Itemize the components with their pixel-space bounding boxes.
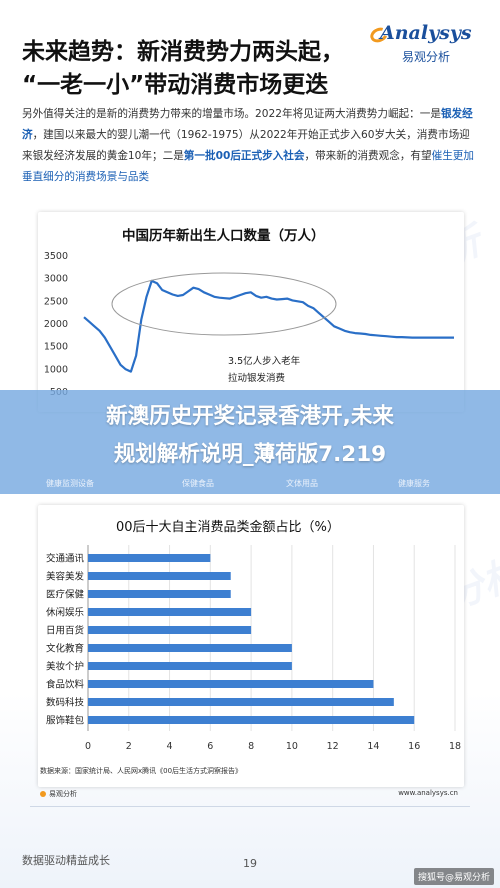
consumption-bar-chart: 00后十大自主消费品类金额占比（%） 交通通讯美容美发医疗保健休闲娱乐日用百货文…	[46, 519, 461, 752]
headline-line-1: 新澳历史开奖记录香港开,未来	[106, 404, 394, 429]
page-title: 未来趋势：新消费势力两头起， “一老一小”带动消费市场更迭	[22, 36, 402, 102]
x-tick-label: 14	[367, 741, 379, 752]
footer-brand-text: 易观分析	[49, 790, 77, 798]
x-tick-label: 2	[126, 741, 132, 752]
x-tick-label: 6	[207, 741, 213, 752]
brand-dot-icon	[40, 791, 46, 797]
bar	[88, 662, 292, 670]
category-label: 食品饮料	[46, 679, 85, 691]
title-line-1: 未来趋势：新消费势力两头起，	[22, 39, 344, 65]
highlight-niche-scenes: 催生更加垂直细分的消费场景与品类	[22, 150, 474, 183]
title-line-2: “一老一小”带动消费市场更迭	[22, 72, 329, 98]
x-tick-label: 16	[408, 741, 420, 752]
bar	[88, 644, 292, 652]
chart-title: 00后十大自主消费品类金额占比（%）	[116, 519, 340, 535]
source-credit: 搜狐号@易观分析	[413, 868, 494, 885]
category-label: 服饰鞋包	[46, 715, 85, 727]
category-label: 美妆个护	[46, 661, 84, 673]
x-tick-label: 8	[248, 741, 254, 752]
x-tick-label: 10	[286, 741, 298, 752]
y-axis-ticks: 350030002500200015001000500	[44, 251, 68, 398]
footer-brand: 易观分析	[40, 789, 77, 799]
y-tick-label: 2000	[44, 319, 68, 330]
bar	[88, 554, 211, 562]
birth-line-chart: 中国历年新出生人口数量（万人） 3500 3000 2500 2000 1500 1000…	[44, 227, 454, 398]
banner-ghost-label: 文体用品	[286, 479, 318, 488]
overlay-banner	[0, 390, 500, 494]
page-number: 19	[243, 857, 257, 870]
chart-title: 中国历年新出生人口数量（万人）	[122, 227, 325, 244]
logo-word: Analysys	[380, 22, 472, 44]
category-label: 数码科技	[46, 697, 85, 709]
y-tick-label: 1000	[44, 364, 68, 375]
analysys-logo: Analysys 易观分析	[367, 22, 480, 68]
footer-tagline: 数据驱动精益成长	[22, 854, 110, 867]
y-tick-label: 3500	[44, 251, 68, 262]
banner-ghost-label: 保健食品	[182, 479, 214, 488]
bar	[88, 698, 394, 706]
x-tick-label: 12	[327, 741, 339, 752]
category-label: 美容美发	[46, 571, 85, 583]
x-tick-label: 0	[85, 741, 91, 752]
logo-cn: 易观分析	[402, 50, 451, 64]
data-source: 数据来源：国家统计局、人民网x腾讯《00后生活方式洞察报告》	[40, 767, 243, 775]
x-tick-label: 4	[167, 741, 173, 752]
category-label: 日用百货	[46, 625, 84, 637]
category-label: 休闲娱乐	[46, 607, 85, 619]
intro-paragraph: 另外值得关注的是新的消费势力带来的增量市场。2022年将见证两大消费势力崛起：一…	[22, 104, 480, 188]
x-tick-label: 18	[449, 741, 461, 752]
bar	[88, 716, 415, 724]
y-tick-label: 1500	[44, 342, 68, 353]
highlight-gen-z: 第一批00后正式步入社会	[183, 150, 305, 162]
y-tick-label: 3000	[44, 274, 68, 285]
category-label: 交通通讯	[46, 553, 85, 565]
bar	[88, 608, 252, 616]
footer-divider	[30, 806, 470, 807]
bar	[88, 572, 231, 580]
annotation-line-1: 3.5亿人步入老年	[228, 355, 301, 367]
bar	[88, 680, 374, 688]
highlight-ellipse	[111, 272, 337, 336]
series-line	[83, 279, 454, 373]
paragraph-text: ，带来新的消费观念，有望	[304, 150, 432, 162]
headline-line-2: 规划解析说明_薄荷版7.219	[113, 442, 387, 467]
annotation-line-2: 拉动银发消费	[228, 372, 285, 384]
highlight-silver-economy: 银发经济	[22, 108, 473, 141]
y-tick-label: 2500	[44, 296, 68, 307]
category-label: 医疗保健	[46, 589, 85, 601]
birth-chart-panel: 中国历年新出生人口数量（万人） 3500 3000 2500 2000 1500 1000…	[38, 212, 464, 412]
paragraph-text: 另外值得关注的是新的消费势力带来的增量市场。2022年将见证两大消费势力崛起：一…	[22, 108, 441, 120]
paragraph-text: ，建国以来最大的婴儿潮一代（1962-1975）从2022年开始正式步入60岁大…	[22, 129, 470, 162]
bar	[88, 590, 231, 598]
consumption-chart-panel: 00后十大自主消费品类金额占比（%） 交通通讯美容美发医疗保健休闲娱乐日用百货文…	[38, 505, 464, 787]
x-axis-ticks: 0 2 4 6 8 10 12 14 16 18	[85, 741, 461, 752]
birth-series-line	[83, 279, 454, 373]
bars	[88, 554, 415, 724]
bar	[88, 626, 252, 634]
category-label: 文化教育	[46, 643, 84, 655]
footer-url: www.analysys.cn	[398, 789, 458, 797]
banner-ghost-label: 健康监测设备	[46, 479, 94, 488]
banner-ghost-label: 健康服务	[398, 479, 430, 488]
overlay-headline: 新澳历史开奖记录香港开,未来 规划解析说明_薄荷版7.219	[0, 398, 500, 474]
